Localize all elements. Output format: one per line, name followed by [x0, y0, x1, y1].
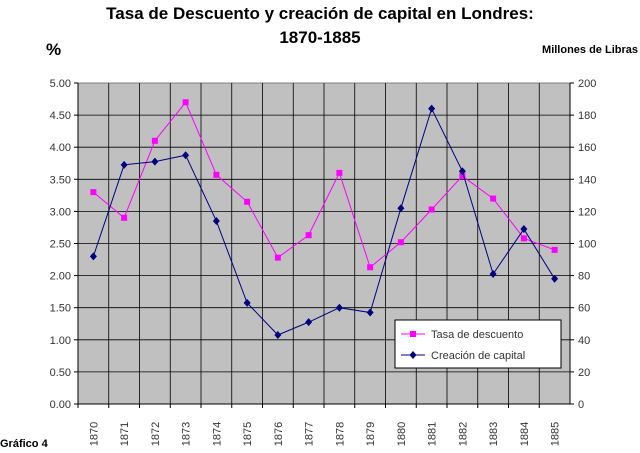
data-point-diamond	[520, 225, 528, 234]
legend-marker-diamond	[409, 351, 417, 359]
data-point-diamond	[366, 308, 374, 317]
y-left-tick-label: 2.00	[50, 271, 71, 283]
data-point-square	[428, 206, 435, 213]
data-point-diamond	[335, 303, 343, 312]
data-point-diamond	[551, 274, 559, 283]
y-right-tick-label: 40	[578, 335, 590, 347]
data-point-square	[367, 264, 374, 271]
data-point-square	[305, 232, 312, 239]
data-point-diamond	[274, 330, 282, 339]
y-left-tick-label: 3.50	[50, 174, 71, 186]
chart-title-line2: 1870-1885	[279, 28, 361, 47]
x-tick-label: 1880	[396, 422, 408, 446]
data-point-square	[336, 169, 343, 176]
chart-title: Tasa de Descuento y creación de capital …	[0, 2, 640, 50]
data-point-diamond	[489, 269, 497, 278]
y-left-tick-label: 1.50	[50, 303, 71, 315]
y-axis-right-label: Millones de Libras	[542, 44, 638, 56]
x-tick-label: 1870	[88, 422, 100, 446]
y-right-tick-label: 160	[578, 142, 596, 154]
x-tick-label: 1885	[550, 422, 562, 446]
y-left-tick-label: 3.00	[50, 206, 71, 218]
legend-label-1: Creación de capital	[431, 350, 525, 362]
y-left-tick-label: 1.00	[50, 335, 71, 347]
y-left-tick-label: 0.50	[50, 367, 71, 379]
data-point-diamond	[243, 298, 251, 307]
y-right-tick-label: 80	[578, 271, 590, 283]
data-point-square	[90, 189, 97, 196]
data-point-square	[151, 137, 158, 144]
data-point-diamond	[305, 318, 313, 327]
x-tick-label: 1884	[519, 422, 531, 446]
data-point-diamond	[458, 167, 466, 176]
x-tick-label: 1873	[181, 422, 193, 446]
legend-marker-square	[410, 331, 416, 337]
y-right-tick-label: 140	[578, 174, 596, 186]
data-point-square	[121, 214, 128, 221]
data-point-square	[397, 239, 404, 246]
data-point-square	[182, 99, 189, 106]
y-right-tick-label: 100	[578, 239, 596, 251]
data-point-diamond	[428, 104, 436, 113]
legend-label-0: Tasa de descuento	[431, 329, 523, 341]
data-point-square	[274, 254, 281, 261]
y-right-tick-label: 200	[578, 78, 596, 90]
y-left-tick-label: 0.00	[50, 399, 71, 411]
data-point-square	[213, 171, 220, 178]
data-point-square	[490, 195, 497, 202]
data-point-diamond	[397, 204, 405, 213]
y-right-tick-label: 120	[578, 206, 596, 218]
y-axis-left-label: %	[46, 40, 62, 59]
y-right-tick-label: 60	[578, 303, 590, 315]
y-left-tick-label: 5.00	[50, 78, 71, 90]
data-point-square	[244, 198, 251, 205]
x-tick-label: 1871	[119, 422, 131, 446]
figure-caption: Gráfico 4	[0, 438, 48, 450]
x-tick-label: 1879	[365, 422, 377, 446]
data-point-diamond	[212, 217, 220, 226]
series-line-1	[92, 107, 556, 336]
data-point-square	[459, 173, 466, 180]
data-point-square	[520, 235, 527, 242]
series-line-0	[93, 101, 555, 269]
x-tick-label: 1872	[150, 422, 162, 446]
data-point-square	[551, 246, 558, 253]
data-point-diamond	[120, 160, 128, 169]
legend-box	[394, 319, 562, 369]
data-point-diamond	[89, 252, 97, 261]
y-right-tick-label: 0	[578, 399, 584, 411]
x-tick-label: 1874	[211, 422, 223, 446]
x-tick-label: 1882	[457, 422, 469, 446]
y-left-tick-label: 2.50	[50, 239, 71, 251]
x-tick-label: 1877	[304, 422, 316, 446]
y-left-tick-label: 4.00	[50, 142, 71, 154]
x-tick-label: 1881	[427, 422, 439, 446]
data-point-diamond	[151, 157, 159, 166]
x-tick-label: 1876	[273, 422, 285, 446]
x-tick-label: 1875	[242, 422, 254, 446]
y-left-tick-label: 4.50	[50, 110, 71, 122]
y-right-tick-label: 20	[578, 367, 590, 379]
y-right-tick-label: 180	[578, 110, 596, 122]
x-tick-label: 1883	[488, 422, 500, 446]
data-point-diamond	[182, 151, 190, 160]
x-tick-label: 1878	[334, 422, 346, 446]
chart-title-line1: Tasa de Descuento y creación de capital …	[106, 4, 534, 23]
